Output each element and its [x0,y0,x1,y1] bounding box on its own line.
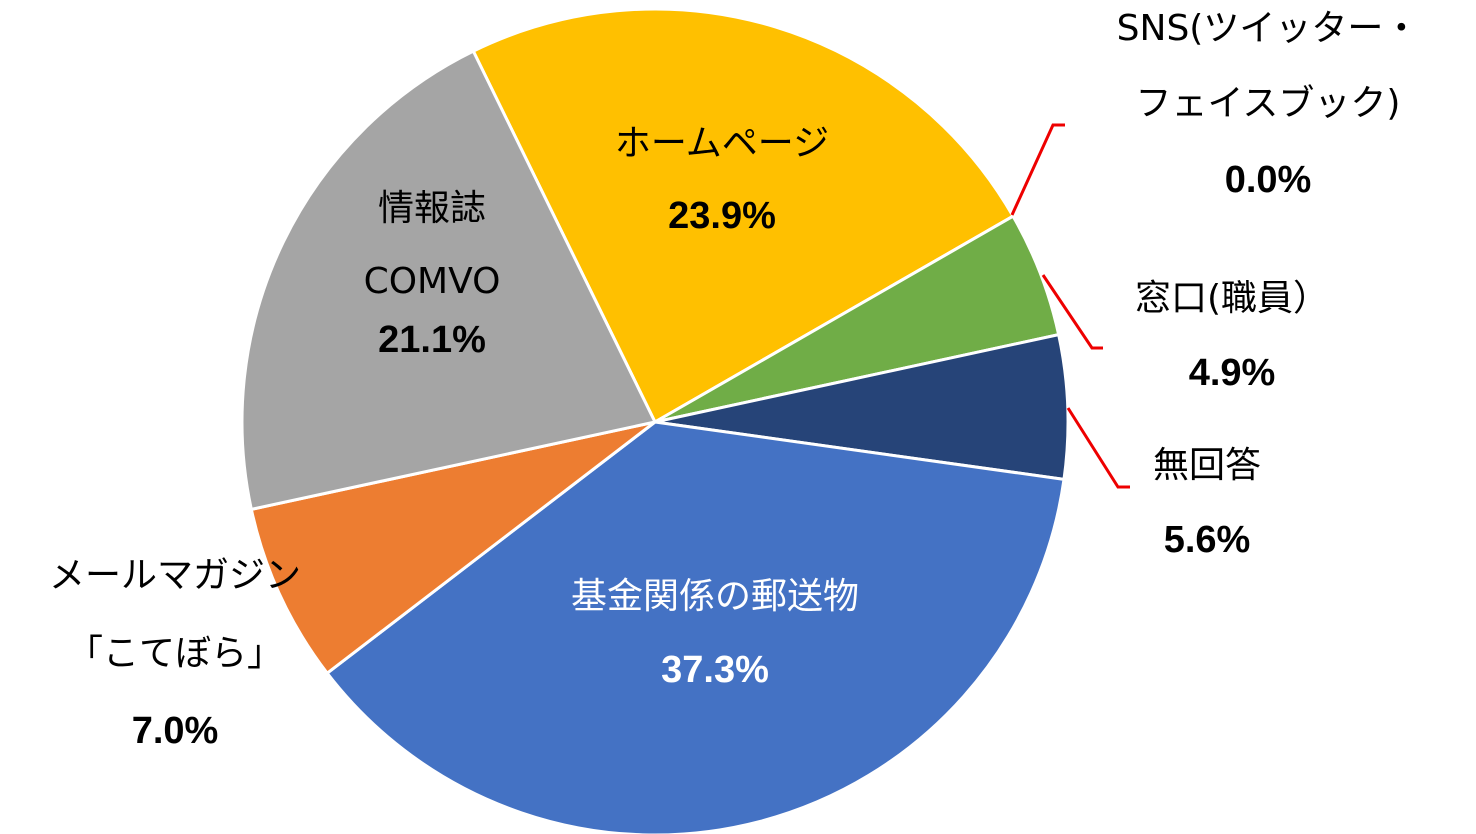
label-line: COMVO [364,261,501,302]
leader-line [1066,407,1130,489]
slice-label: SNS(ツイッター・フェイスブック) [1117,8,1420,124]
slice-label: 情報誌 COMVO [364,188,501,302]
pie-slice [249,420,656,676]
pie-slice [240,49,658,512]
label-line: フェイスブック) [1136,83,1401,124]
leader-line [1010,123,1065,216]
value-label: 23.9% [668,195,776,237]
label-line: 基金関係の郵送物 [571,576,859,617]
slice-label: 基金関係の郵送物 [571,576,859,617]
label-line: SNS(ツイッター・ [1117,8,1420,49]
pie-slice [325,420,1066,834]
value-label: 21.1% [378,319,486,361]
pie-slice [654,332,1070,482]
slice-label: ホームページ [615,123,829,164]
label-line: 窓口(職員） [1135,278,1329,319]
label-line: ホームページ [615,123,829,164]
label-line: メールマガジン [49,555,301,596]
value-label: 4.9% [1189,352,1276,394]
label-line: 情報誌 [378,188,486,229]
value-label: 5.6% [1164,519,1251,561]
slice-label: 無回答 [1153,445,1261,486]
value-label: 0.0% [1225,159,1312,201]
slice-label: 窓口(職員） [1135,278,1329,319]
leader-line [1041,274,1103,350]
slice-label: メールマガジン「こてぼら」 [49,555,301,674]
label-line: 無回答 [1153,445,1261,486]
value-label: 37.3% [661,649,769,691]
value-label: 7.0% [132,710,219,752]
pie-slice [471,7,1016,425]
label-line: 「こてぼら」 [67,633,283,674]
